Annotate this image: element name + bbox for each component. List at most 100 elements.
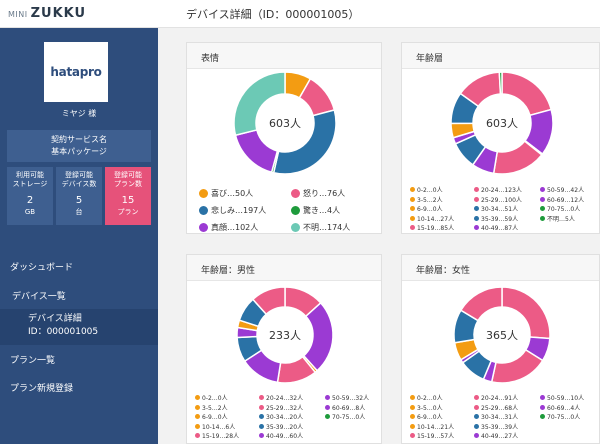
donut-center-total: 365人 <box>486 329 518 342</box>
donut-slice[interactable] <box>459 286 503 322</box>
legend-item[interactable]: 喜び…50人 <box>199 188 253 199</box>
legend-swatch <box>259 404 264 410</box>
legend-item[interactable]: 驚き…4人 <box>291 205 340 216</box>
legend-item[interactable]: 60-69…12人 <box>540 195 584 204</box>
nav-device-list[interactable]: デバイス一覧 <box>12 292 66 302</box>
legend-item[interactable]: 6-9…0人 <box>410 412 443 421</box>
legend-item[interactable]: 40-49…27人 <box>474 431 518 440</box>
legend-label: 50-59…10人 <box>547 395 585 402</box>
legend-item[interactable]: 70-75…0人 <box>325 412 365 421</box>
donut-slice[interactable] <box>498 71 503 95</box>
legend-swatch <box>410 206 415 212</box>
legend-label: 6-9…0人 <box>417 206 443 214</box>
legend-swatch <box>195 433 200 439</box>
nav-device-detail-label: デバイス詳細 <box>28 314 82 324</box>
legend-label: 35-39…20人 <box>266 423 304 431</box>
legend-item[interactable]: 10-14…27人 <box>410 214 454 223</box>
legend-swatch <box>474 423 479 429</box>
legend-swatch <box>199 189 208 198</box>
card-expression: 表情 603人 喜び…50人 悲しみ…197人 真顔…102人 怒り…76人 驚き…4人不… <box>186 42 382 234</box>
user-name: ミヤジ 様 <box>61 109 97 118</box>
legend-item[interactable]: 0-2…0人 <box>195 393 228 402</box>
legend-item[interactable]: 35-39…59人 <box>474 214 518 223</box>
legend-swatch <box>474 225 479 231</box>
legend-item[interactable]: 50-59…42人 <box>540 185 584 194</box>
donut-slice[interactable] <box>234 129 279 174</box>
legend-item[interactable]: 70-75…0人 <box>540 204 580 213</box>
legend-swatch <box>259 395 264 400</box>
legend-item[interactable]: 10-14…21人 <box>410 422 454 431</box>
legend-item[interactable]: 40-49…87人 <box>474 223 518 232</box>
stat-devices: 登録可能 デバイス数 5 台 <box>56 167 102 225</box>
legend-swatch <box>540 414 545 420</box>
legend-item[interactable]: 30-34…51人 <box>474 204 518 213</box>
legend-label: 20-24…32人 <box>266 395 304 402</box>
legend-item[interactable]: 15-19…57人 <box>410 431 454 440</box>
legend-item[interactable]: 15-19…85人 <box>410 223 454 232</box>
donut-slice[interactable] <box>251 286 286 316</box>
nav-device-detail[interactable]: デバイス詳細 ID：000001005 <box>0 309 158 345</box>
legend-item[interactable]: 25-29…68人 <box>474 403 518 412</box>
legend-item[interactable]: 60-69…4人 <box>540 403 580 412</box>
donut-center-total: 603人 <box>486 117 518 130</box>
legend-label: 15-19…85人 <box>417 225 455 233</box>
legend-item[interactable]: 60-69…8人 <box>325 403 365 412</box>
legend-label: 0-2…0人 <box>417 187 443 194</box>
stat-unit: プラン <box>117 208 139 216</box>
legend-item[interactable]: 3-5…2人 <box>410 195 443 204</box>
donut-slice[interactable] <box>490 348 544 384</box>
legend-item[interactable]: 70-75…0人 <box>540 412 580 421</box>
legend-item[interactable]: 不明…5人 <box>540 214 575 223</box>
legend-swatch <box>540 404 545 410</box>
legend-swatch <box>540 395 545 400</box>
legend-item[interactable]: 悲しみ…197人 <box>199 205 266 216</box>
legend-swatch <box>325 414 330 420</box>
legend-swatch <box>474 414 479 420</box>
legend-swatch <box>291 206 300 215</box>
legend-item[interactable]: 3-5…0人 <box>410 403 443 412</box>
nav-dashboard[interactable]: ダッシュボード <box>10 263 74 273</box>
legend-item[interactable]: 20-24…32人 <box>259 393 303 402</box>
legend-label: 70-75…0人 <box>547 206 581 214</box>
legend-label: 35-39…39人 <box>481 423 519 431</box>
legend-item[interactable]: 6-9…0人 <box>195 412 228 421</box>
card-title: 表情 <box>187 43 381 69</box>
legend-item[interactable]: 3-5…2人 <box>195 403 228 412</box>
legend-item[interactable]: 6-9…0人 <box>410 204 443 213</box>
legend-swatch <box>199 223 208 232</box>
legend-swatch <box>410 404 415 410</box>
legend-item[interactable]: 真顔…102人 <box>199 222 258 233</box>
donut-slice[interactable] <box>501 71 553 117</box>
legend-item[interactable]: 20-24…123人 <box>474 185 522 194</box>
card-title: 年齢層 <box>402 43 599 69</box>
legend-label: 15-19…57人 <box>417 433 455 441</box>
legend-item[interactable]: 25-29…32人 <box>259 403 303 412</box>
legend-item[interactable]: 35-39…39人 <box>474 422 518 431</box>
legend-item[interactable]: 15-19…28人 <box>195 431 239 440</box>
legend-label: 6-9…0人 <box>417 414 443 422</box>
legend-item[interactable]: 50-59…10人 <box>540 393 584 402</box>
legend-item[interactable]: 30-34…20人 <box>259 412 303 421</box>
legend-label: 25-29…100人 <box>481 196 522 204</box>
legend-item[interactable]: 40-49…60人 <box>259 431 303 440</box>
legend-item[interactable]: 0-2…0人 <box>410 185 443 194</box>
nav-plan-new[interactable]: プラン新規登録 <box>10 384 74 394</box>
brand-logo[interactable]: MINI ZUKKU <box>8 6 86 21</box>
legend-item[interactable]: 25-29…100人 <box>474 195 522 204</box>
legend-item[interactable]: 0-2…0人 <box>410 393 443 402</box>
nav-plan-list[interactable]: プラン一覧 <box>10 356 56 366</box>
contract-value: 基本パッケージ <box>51 147 107 156</box>
legend-item[interactable]: 20-24…91人 <box>474 393 518 402</box>
stat-value: 5 <box>75 195 83 206</box>
legend-item[interactable]: 10-14…6人 <box>195 422 235 431</box>
legend-item[interactable]: 30-34…31人 <box>474 412 518 421</box>
contract-title: 契約サービス名 <box>51 135 107 144</box>
legend-label: 40-49…27人 <box>481 433 519 441</box>
legend-item[interactable]: 35-39…20人 <box>259 422 303 431</box>
legend-item[interactable]: 不明…174人 <box>291 222 350 233</box>
donut-slice[interactable] <box>233 71 286 137</box>
legend-swatch <box>410 196 415 202</box>
legend-label: 不明…174人 <box>303 223 351 232</box>
legend-item[interactable]: 50-59…32人 <box>325 393 369 402</box>
legend-item[interactable]: 怒り…76人 <box>291 188 345 199</box>
